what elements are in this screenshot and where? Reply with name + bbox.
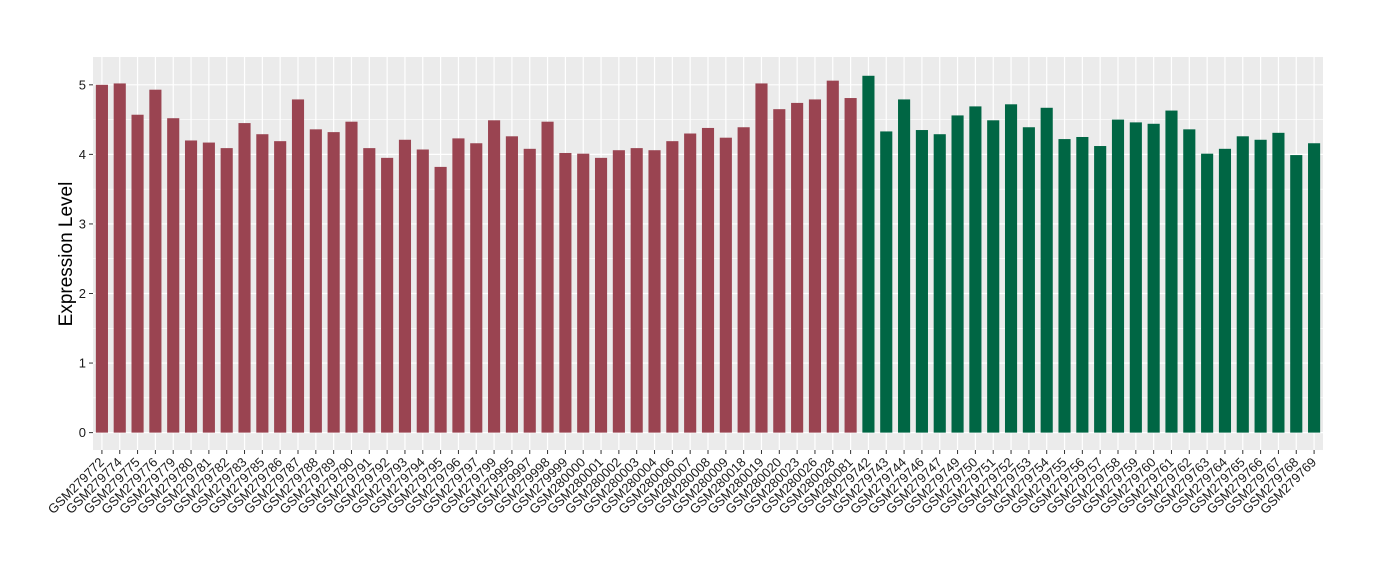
bar-GSM279757 [1094, 146, 1107, 433]
bar-GSM280002 [612, 150, 625, 433]
bar-GSM279760 [1147, 123, 1160, 433]
bar-GSM279767 [1272, 132, 1285, 433]
bar-GSM280009 [719, 137, 732, 433]
bar-GSM280026 [808, 99, 822, 433]
bar-GSM279751 [987, 120, 1000, 433]
bar-GSM279792 [381, 157, 394, 433]
bar-GSM279761 [1165, 110, 1178, 433]
bar-GSM280019 [755, 83, 768, 433]
bar-GSM280020 [773, 109, 786, 433]
bar-GSM279759 [1129, 122, 1142, 433]
bar-GSM279752 [1004, 104, 1018, 433]
y-tick-label: 4 [79, 147, 86, 162]
bar-GSM279758 [1111, 119, 1125, 433]
bars [95, 75, 1321, 433]
bar-GSM280000 [577, 153, 590, 433]
bar-GSM280023 [791, 102, 804, 433]
bar-GSM279995 [505, 136, 518, 433]
bar-GSM279797 [470, 143, 483, 433]
bar-GSM279788 [309, 129, 322, 433]
bar-GSM279775 [131, 114, 144, 433]
bar-GSM279755 [1058, 139, 1071, 433]
bar-GSM280018 [737, 127, 750, 433]
y-tick-label: 1 [79, 356, 86, 371]
y-tick-label: 3 [79, 216, 86, 231]
bar-GSM279749 [951, 115, 964, 433]
bar-GSM279799 [488, 120, 501, 433]
bar-GSM279746 [915, 130, 928, 433]
y-tick-label: 0 [79, 425, 86, 440]
bar-GSM280003 [630, 148, 643, 433]
bar-GSM279750 [969, 106, 982, 433]
bar-GSM279754 [1040, 107, 1053, 433]
bar-GSM279743 [880, 131, 893, 433]
x-axis: GSM279772GSM279774GSM279775GSM279776GSM2… [45, 450, 1319, 517]
bar-GSM280007 [684, 133, 697, 433]
bar-GSM279998 [541, 121, 554, 433]
bar-GSM279783 [238, 123, 251, 433]
y-tick-label: 5 [79, 77, 86, 92]
bar-GSM279791 [363, 148, 376, 433]
bar-GSM279999 [559, 152, 572, 433]
bar-GSM279793 [398, 139, 412, 433]
bar-GSM279790 [345, 121, 358, 433]
bar-GSM279764 [1218, 148, 1232, 433]
y-axis: 0 1 2 3 4 5 [79, 77, 93, 440]
bar-GSM280081 [844, 98, 857, 433]
bar-GSM279762 [1183, 129, 1196, 433]
bar-GSM279780 [184, 140, 198, 433]
bar-GSM279795 [434, 166, 447, 433]
bar-GSM279789 [327, 132, 340, 433]
bar-GSM279763 [1201, 153, 1214, 433]
bar-GSM279768 [1290, 155, 1303, 433]
bar-GSM279769 [1308, 143, 1321, 433]
bar-GSM279779 [167, 118, 180, 433]
bar-GSM280008 [701, 127, 715, 433]
bar-GSM279747 [933, 134, 946, 433]
bar-GSM279765 [1236, 136, 1249, 433]
bar-GSM279782 [220, 148, 233, 433]
bar-GSM279787 [291, 99, 305, 433]
y-axis-title: Expression Level [56, 182, 77, 327]
bar-GSM279781 [202, 142, 215, 433]
bar-GSM279785 [256, 134, 269, 433]
bar-GSM279742 [862, 75, 875, 433]
bar-GSM280004 [648, 150, 661, 433]
y-tick-label: 2 [79, 286, 86, 301]
bar-GSM279786 [274, 141, 287, 433]
bar-GSM279776 [149, 89, 162, 433]
bar-GSM279756 [1076, 136, 1089, 433]
bar-GSM279744 [898, 99, 911, 433]
bar-GSM279796 [452, 138, 465, 433]
bar-GSM279772 [95, 84, 108, 433]
bar-GSM279997 [523, 148, 536, 433]
bar-GSM280001 [594, 157, 608, 433]
bar-GSM280028 [826, 80, 839, 433]
bar-GSM279774 [113, 83, 126, 433]
bar-GSM279753 [1022, 127, 1035, 433]
bar-GSM279794 [416, 149, 429, 433]
bar-GSM279766 [1254, 139, 1267, 433]
bar-GSM280006 [666, 141, 679, 433]
